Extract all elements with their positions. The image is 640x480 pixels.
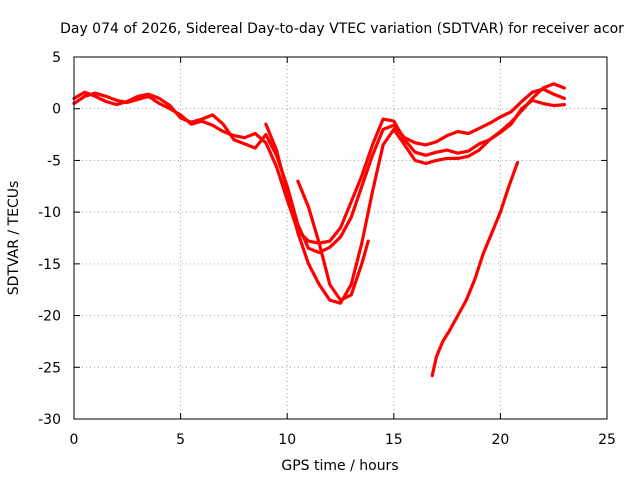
series-line-trace-a <box>72 91 567 245</box>
y-axis-label: SDTVAR / TECUs <box>6 181 22 296</box>
y-tick-label: -15 <box>38 257 61 273</box>
y-tick-label: 5 <box>52 50 61 66</box>
x-tick-label: 25 <box>598 432 616 448</box>
y-tick-label: -10 <box>38 205 61 221</box>
x-tick-label: 15 <box>385 432 403 448</box>
y-tick-label: -5 <box>47 153 61 169</box>
y-tick-label: -20 <box>38 309 61 325</box>
x-tick-label: 5 <box>176 432 185 448</box>
series-line-trace-b <box>72 87 567 255</box>
series-line-trace-d <box>430 160 520 378</box>
series-layer <box>72 82 567 378</box>
series-line-trace-c <box>264 82 567 305</box>
axis-ticks: 0 5 10 15 20 25 5 0 -5 -10 -15 -20 -25 -30 <box>38 50 616 448</box>
x-tick-label: 20 <box>491 432 509 448</box>
y-tick-label: -30 <box>38 412 61 428</box>
chart-title: Day 074 of 2026, Sidereal Day-to-day VTE… <box>60 21 624 37</box>
x-tick-label: 0 <box>70 432 79 448</box>
y-tick-label: -25 <box>38 360 61 376</box>
series-line-trace-e <box>296 179 370 302</box>
x-tick-label: 10 <box>278 432 296 448</box>
y-tick-label: 0 <box>52 102 61 118</box>
x-axis-label: GPS time / hours <box>281 458 398 474</box>
plot-frame <box>73 56 608 420</box>
